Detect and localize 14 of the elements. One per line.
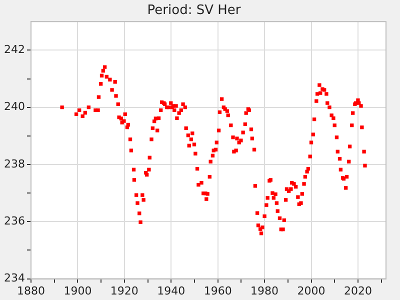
y-tick-label: 240 xyxy=(4,100,25,114)
x-tick-label: 1980 xyxy=(250,284,279,298)
x-tick-label: 2000 xyxy=(297,284,326,298)
chart-title: Period: SV Her xyxy=(147,3,242,18)
x-tick-label: 1880 xyxy=(16,284,45,298)
y-tick-label: 238 xyxy=(4,157,25,170)
y-tick-label: 236 xyxy=(4,214,25,228)
x-tick-label: 1940 xyxy=(157,284,186,298)
x-tick-label: 1900 xyxy=(64,284,92,298)
x-tick-label: 2020 xyxy=(344,284,372,298)
y-tick-label: 234 xyxy=(4,272,25,285)
x-tick-label: 1920 xyxy=(110,284,138,298)
x-tick-label: 1960 xyxy=(204,284,232,298)
y-tick-label: 242 xyxy=(4,43,25,56)
